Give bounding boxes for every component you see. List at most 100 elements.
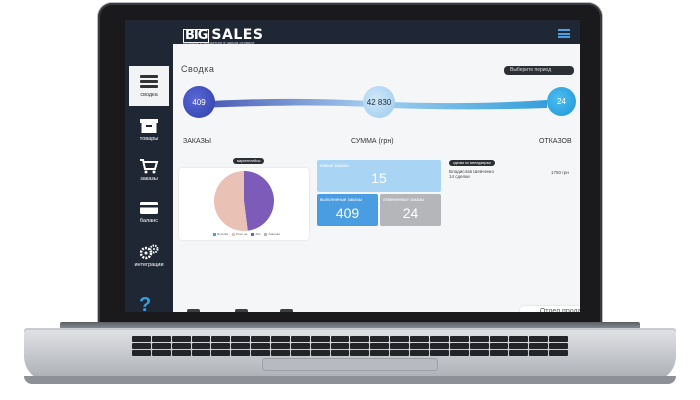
logo-big: BIG — [183, 28, 210, 43]
legend-item: Allo — [251, 232, 260, 236]
sidebar-item-summary[interactable]: сводка — [129, 66, 169, 106]
refusals-stat-circle: 24 — [547, 87, 576, 116]
bigsales-logo[interactable]: BIG SALES продажи и маркетинг в одном сер… — [183, 26, 264, 45]
keyboard-key — [211, 336, 231, 342]
marketplace-pie-chart — [214, 171, 275, 231]
gears-icon — [139, 244, 159, 260]
keyboard-key — [529, 350, 549, 356]
keyboard-key — [310, 336, 330, 342]
keyboard-key — [132, 343, 151, 349]
stack-icon — [140, 75, 158, 88]
new-orders-label: новые заказы — [320, 163, 349, 168]
legend-item: Zakupka — [264, 232, 280, 236]
sales-contact-card[interactable]: Отдел продаж 068 117 55 04 050 112 44 05 — [520, 306, 580, 312]
main-content: Сводка Выберите период 409 42 830 24 ЗАК… — [173, 44, 580, 312]
sidebar-item-balance[interactable]: баланс — [129, 192, 169, 232]
refusals-value: 24 — [557, 97, 566, 106]
pie-slice — [244, 171, 275, 231]
keyboard-key — [251, 336, 271, 342]
help-icon[interactable]: ? — [139, 294, 152, 312]
keyboard-key — [211, 350, 231, 356]
sidebar-item-orders[interactable]: заказы — [129, 150, 169, 190]
legend-item: Prom.ua — [232, 232, 247, 236]
period-select[interactable]: Выберите период — [504, 66, 574, 75]
sidebar-item-products[interactable]: товары — [129, 110, 169, 150]
cancelled-orders-box[interactable]: отмененные заказы 24 — [380, 194, 441, 226]
hamburger-menu-icon[interactable] — [558, 29, 570, 38]
keyboard-key — [132, 336, 151, 342]
sidebar-item-label: заказы — [140, 176, 158, 182]
keyboard-key — [231, 336, 251, 342]
keyboard-key — [469, 350, 489, 356]
sidebar-item-label: баланс — [139, 218, 159, 224]
keyboard-key — [330, 336, 350, 342]
keyboard-key — [390, 343, 410, 349]
keyboard-key — [489, 343, 509, 349]
keyboard-key — [310, 343, 330, 349]
keyboard-key — [509, 336, 529, 342]
sum-label: СУММА (грн) — [351, 138, 394, 145]
keyboard-key — [191, 350, 211, 356]
keyboard-key — [271, 336, 290, 342]
sidebar-item-label: интеграции — [134, 262, 164, 268]
keyboard-key — [549, 336, 568, 342]
chart-legend: Rozetka Prom.ua Allo Zakupka — [213, 232, 280, 236]
logo-sales: SALES — [211, 27, 264, 43]
marketplace-chart-card: Rozetka Prom.ua Allo Zakupka — [179, 168, 309, 240]
cancelled-orders-label: отмененные заказы — [383, 197, 425, 202]
facebook-icon[interactable]: f — [235, 309, 248, 312]
keyboard-key — [251, 343, 271, 349]
keyboard-key — [549, 350, 568, 356]
keyboard-key — [151, 350, 171, 356]
keyboard-key — [429, 350, 449, 356]
keyboard-key — [370, 350, 390, 356]
keyboard-key — [191, 343, 211, 349]
orders-label: ЗАКАЗЫ — [183, 138, 211, 145]
keyboard-key — [290, 350, 310, 356]
cart-icon — [140, 159, 159, 174]
done-orders-box[interactable]: выполненые заказы 409 — [317, 194, 378, 226]
laptop-keyboard — [132, 336, 568, 356]
manager-name: Владислав Шевченко — [449, 169, 494, 174]
google-plus-icon[interactable]: G+ — [187, 309, 200, 312]
refusals-label: ОТКАЗОВ — [539, 138, 572, 145]
keyboard-key — [429, 336, 449, 342]
instagram-icon[interactable]: ◎ — [280, 309, 293, 312]
keyboard-key — [429, 343, 449, 349]
done-orders-label: выполненые заказы — [320, 197, 362, 202]
keyboard-key — [271, 343, 290, 349]
new-orders-box[interactable]: новые заказы 15 — [317, 160, 441, 192]
contact-title: Отдел продаж — [539, 308, 580, 312]
keyboard-key — [529, 336, 549, 342]
pie-slice — [214, 171, 248, 231]
app-header: BIG SALES продажи и маркетинг в одном сер… — [125, 20, 580, 48]
keyboard-key — [489, 336, 509, 342]
page-title: Сводка — [181, 64, 215, 74]
sidebar-item-integrations[interactable]: интеграции — [129, 236, 169, 276]
box-icon — [140, 119, 158, 133]
keyboard-key — [350, 350, 370, 356]
keyboard-key — [469, 336, 489, 342]
keyboard-key — [191, 336, 211, 342]
keyboard-key — [290, 343, 310, 349]
marketplace-tag: маркетплейсы — [233, 158, 265, 164]
sum-value: 42 830 — [366, 97, 392, 107]
keyboard-key — [410, 350, 429, 356]
keyboard-key — [390, 350, 410, 356]
legend-item: Rozetka — [213, 232, 228, 236]
keyboard-key — [171, 336, 191, 342]
keyboard-key — [509, 350, 529, 356]
keyboard-key — [290, 336, 310, 342]
keyboard-key — [350, 336, 370, 342]
sidebar-item-label: товары — [139, 136, 159, 142]
manager-deals-tag: сделки по менеджерам — [449, 160, 495, 166]
keyboard-key — [330, 343, 350, 349]
keyboard-key — [469, 343, 489, 349]
keyboard-key — [350, 343, 370, 349]
keyboard-key — [151, 343, 171, 349]
manager-deals: 14 сделки — [449, 174, 470, 179]
keyboard-key — [151, 336, 171, 342]
card-icon — [140, 202, 158, 214]
laptop-foot — [24, 376, 676, 384]
